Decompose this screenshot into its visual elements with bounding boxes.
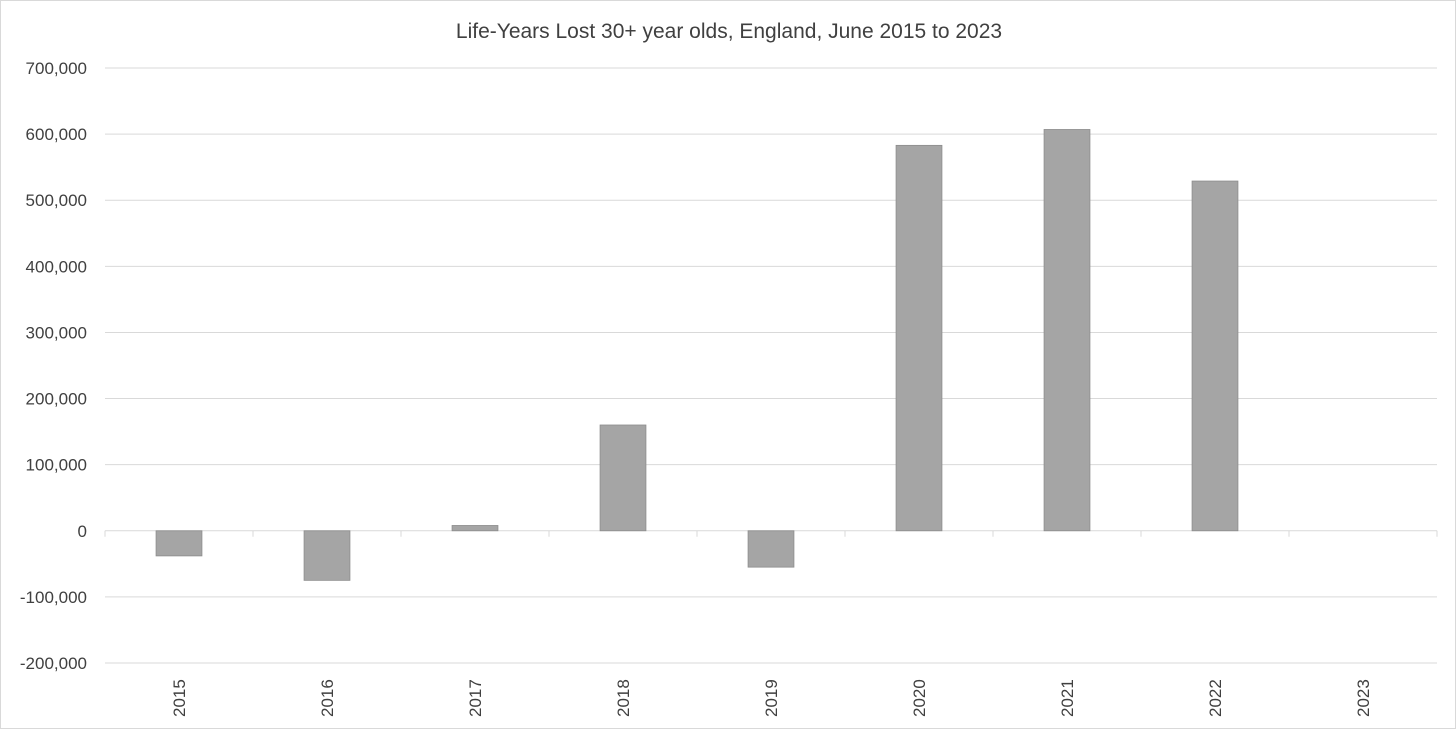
bar-2017: [451, 525, 499, 532]
y-tick-label: 600,000: [26, 125, 87, 144]
bars: [155, 129, 1239, 581]
x-tick-label: 2023: [1354, 679, 1373, 717]
y-tick-label: 200,000: [26, 390, 87, 409]
y-tick-label: 700,000: [26, 59, 87, 78]
y-tick-label: 300,000: [26, 323, 87, 342]
x-tick-label: 2020: [910, 679, 929, 717]
y-tick-label: 400,000: [26, 257, 87, 276]
x-tick-label: 2015: [170, 679, 189, 717]
x-tick-label: 2018: [614, 679, 633, 717]
y-tick-label: -200,000: [20, 654, 87, 673]
y-axis-tick-labels: 700,000 600,000 500,000 400,000 300,000 200,0…: [20, 59, 87, 673]
x-tick-label: 2022: [1206, 679, 1225, 717]
y-tick-label: 500,000: [26, 191, 87, 210]
bar-2015: [155, 530, 203, 557]
y-tick-label: 0: [78, 522, 87, 541]
bar-2020: [895, 144, 943, 532]
x-tick-label: 2021: [1058, 679, 1077, 717]
x-tick-label: 2017: [466, 679, 485, 717]
bar-2021: [1043, 129, 1091, 532]
y-tick-label: -100,000: [20, 588, 87, 607]
gridlines: [105, 67, 1437, 664]
x-axis: [104, 530, 1438, 537]
bar-2018: [599, 424, 647, 532]
bar-2016: [303, 530, 351, 581]
x-tick-label: 2019: [762, 679, 781, 717]
x-axis-tick-labels: 2015 2016 2017 2018 2019 2020 2021 2022 2023: [170, 679, 1373, 717]
y-tick-label: 100,000: [26, 456, 87, 475]
bar-2019: [747, 530, 795, 568]
x-tick-label: 2016: [318, 679, 337, 717]
bar-2022: [1191, 180, 1239, 532]
chart-title: Life-Years Lost 30+ year olds, England, …: [456, 20, 1002, 43]
